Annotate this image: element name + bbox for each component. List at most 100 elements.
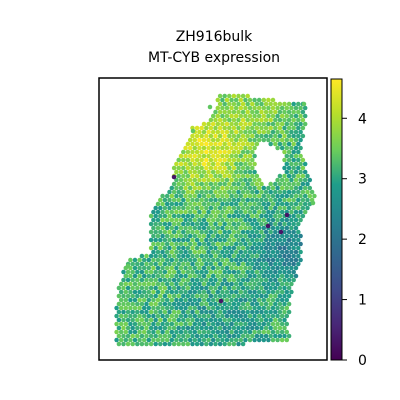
- expression-spot: [254, 269, 260, 275]
- expression-spot: [164, 273, 170, 279]
- expression-spot: [229, 313, 234, 319]
- expression-spot: [243, 137, 248, 143]
- expression-spot: [284, 113, 290, 119]
- expression-spot: [245, 277, 250, 283]
- expression-spot: [208, 117, 214, 123]
- expression-spot: [199, 141, 204, 147]
- expression-spot: [266, 129, 271, 135]
- expression-spot: [284, 177, 290, 183]
- expression-spot: [268, 101, 273, 107]
- expression-spot: [128, 273, 133, 279]
- expression-spot: [250, 117, 255, 123]
- expression-spot: [215, 97, 221, 103]
- expression-spot: [273, 253, 278, 259]
- expression-spot: [190, 333, 195, 339]
- expression-spot: [164, 329, 170, 335]
- expression-spot: [270, 321, 276, 327]
- expression-spot: [245, 117, 250, 123]
- expression-spot: [300, 125, 306, 131]
- expression-spot-edge: [207, 104, 213, 110]
- expression-spot: [298, 177, 303, 183]
- expression-spot: [132, 265, 138, 271]
- expression-spot: [192, 273, 198, 279]
- expression-spot: [178, 201, 184, 207]
- expression-spot: [250, 109, 255, 115]
- expression-spot: [277, 133, 283, 139]
- expression-spot: [208, 253, 214, 259]
- expression-spot: [213, 229, 218, 235]
- expression-spot: [201, 321, 207, 327]
- expression-spot: [114, 337, 119, 343]
- expression-spot: [187, 265, 193, 271]
- expression-spot: [210, 209, 216, 215]
- expression-spot: [213, 261, 218, 267]
- expression-spot: [243, 145, 248, 151]
- expression-spot: [284, 217, 290, 223]
- expression-spot: [194, 221, 200, 227]
- expression-spot: [130, 269, 135, 275]
- expression-spot: [263, 317, 269, 323]
- expression-spot: [277, 269, 283, 275]
- expression-spot: [220, 337, 225, 343]
- expression-spot: [155, 225, 161, 231]
- expression-spot: [284, 281, 290, 287]
- expression-spot: [144, 341, 149, 347]
- expression-spot: [291, 181, 296, 187]
- expression-spot: [286, 333, 292, 339]
- expression-spot: [289, 289, 294, 295]
- expression-spot: [201, 209, 207, 215]
- expression-spot: [217, 317, 223, 323]
- expression-spot: [227, 237, 232, 243]
- expression-spot: [240, 285, 246, 291]
- expression-spot: [185, 293, 191, 299]
- expression-spot: [277, 205, 283, 211]
- expression-spot: [130, 285, 135, 291]
- expression-spot: [210, 145, 216, 151]
- expression-spot: [298, 185, 303, 191]
- expression-spot: [176, 221, 181, 227]
- expression-spot: [233, 105, 239, 111]
- expression-spot: [277, 285, 283, 291]
- expression-spot: [240, 333, 246, 339]
- expression-spot: [135, 261, 140, 267]
- expression-spot: [291, 133, 296, 139]
- expression-spot: [277, 141, 283, 147]
- expression-spot: [141, 289, 147, 295]
- expression-spot: [254, 229, 260, 235]
- expression-spot: [259, 333, 264, 339]
- expression-spot: [187, 137, 193, 143]
- expression-spot: [243, 329, 248, 335]
- expression-spot: [164, 305, 170, 311]
- expression-spot: [224, 305, 230, 311]
- expression-spot: [187, 153, 193, 159]
- expression-spot: [169, 225, 175, 231]
- expression-spot: [162, 205, 168, 211]
- expression-spot: [187, 321, 193, 327]
- expression-spot: [187, 249, 193, 255]
- expression-spot: [139, 317, 145, 323]
- expression-spot: [286, 141, 292, 147]
- expression-spot: [286, 181, 292, 187]
- expression-spot: [217, 333, 223, 339]
- expression-spot: [233, 257, 239, 263]
- expression-spot: [289, 257, 294, 263]
- expression-spot: [231, 117, 237, 123]
- expression-spot: [178, 241, 184, 247]
- expression-spot: [222, 333, 227, 339]
- expression-spot: [289, 153, 294, 159]
- expression-spot: [266, 241, 271, 247]
- expression-spot: [302, 201, 308, 207]
- expression-spot: [284, 241, 290, 247]
- expression-spot: [298, 241, 303, 247]
- expression-spot: [171, 229, 177, 235]
- expression-spot: [250, 309, 255, 315]
- expression-spot: [266, 257, 271, 263]
- expression-spot: [250, 285, 255, 291]
- expression-spot: [190, 285, 195, 291]
- expression-spot: [289, 177, 294, 183]
- expression-spot: [252, 145, 257, 151]
- expression-spot: [190, 317, 195, 323]
- expression-spot: [162, 221, 168, 227]
- expression-spot: [243, 105, 248, 111]
- expression-spot: [291, 277, 296, 283]
